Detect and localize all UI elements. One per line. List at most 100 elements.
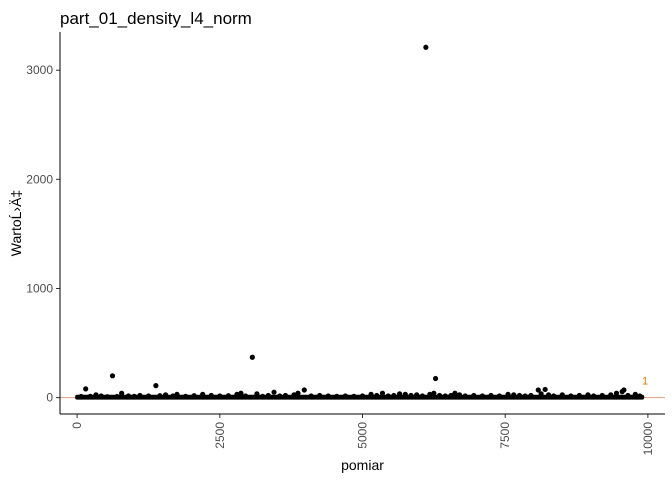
data-point [535,387,541,393]
data-point [462,393,468,399]
data-point [145,393,152,399]
data-point [368,391,374,397]
x-tick-label: 7500 [498,422,512,449]
data-point [591,393,597,399]
plot-area: 1 [60,44,665,400]
data-point [585,392,591,398]
data-point [200,391,206,397]
data-point [131,393,137,399]
x-tick-label: 10000 [641,422,655,456]
data-point [516,392,523,399]
data-point [379,390,386,396]
data-point [402,391,408,397]
data-point [271,389,277,395]
data-point [632,391,638,397]
data-point [456,392,463,398]
y-tick-label: 0 [46,391,53,405]
data-point [479,393,485,399]
data-point [625,392,631,399]
data-point [162,392,169,398]
point-annotation: 1 [642,376,648,388]
data-point [471,392,477,399]
data-point [104,394,110,400]
data-point [374,392,380,399]
data-point [260,393,266,399]
data-point [170,393,176,399]
data-point [342,393,348,399]
y-tick-label: 1000 [26,281,53,295]
x-tick-label: 2500 [213,422,227,449]
data-point [359,393,366,399]
data-point [436,392,443,399]
data-point [522,393,528,399]
data-point [448,392,454,399]
x-axis-title: pomiar [341,457,384,473]
data-point [419,393,426,399]
data-point [254,391,260,397]
data-point [423,44,429,50]
data-point [191,393,197,399]
x-axis-ticks: 0 2500 5000 7500 10000 [70,414,655,455]
data-point [98,393,104,399]
x-tick-label: 0 [70,422,84,429]
data-point [282,392,289,399]
data-point [153,383,159,389]
data-point [496,393,503,399]
data-point [559,392,565,398]
data-point [249,354,255,360]
data-point [78,393,84,400]
y-axis-ticks: 0 1000 2000 3000 [26,63,60,405]
data-point [452,390,458,396]
data-point [488,392,494,399]
data-point [301,387,307,393]
data-point [234,391,240,397]
data-point [427,391,433,397]
data-point [431,390,437,396]
data-point [325,393,331,399]
data-point [391,392,397,399]
data-point [317,392,323,399]
x-tick-label: 5000 [356,422,370,449]
data-point [265,392,271,399]
data-point [291,392,297,398]
data-point [396,391,403,397]
y-axis-title: WartoĹ›Ä‡ [8,190,24,256]
data-point [528,392,534,399]
data-point [125,393,132,399]
data-point [608,392,614,398]
data-point [174,391,180,397]
data-point [568,393,574,399]
data-point [157,393,163,399]
data-point [538,391,544,397]
data-point [505,391,511,397]
y-tick-label: 3000 [26,63,53,77]
data-point [87,393,93,399]
data-point [182,393,189,399]
data-point [576,392,582,399]
data-point [334,393,340,399]
data-point [93,392,99,398]
data-point [242,393,249,399]
data-point [414,392,420,398]
data-point [295,390,301,396]
data-point [542,386,548,393]
data-point [511,392,517,398]
data-point [408,392,414,399]
data-point [308,393,314,399]
y-tick-label: 2000 [26,172,53,186]
chart-title: part_01_density_l4_norm [60,9,252,28]
data-point [432,375,439,382]
data-point [119,390,125,396]
data-point [208,392,214,399]
data-point [83,386,89,392]
data-point [114,393,120,400]
data-point [551,393,557,399]
data-point [637,393,643,399]
data-point [137,392,143,399]
data-point [277,393,283,399]
data-point [613,390,620,396]
data-point [599,392,605,399]
data-point [545,392,552,398]
